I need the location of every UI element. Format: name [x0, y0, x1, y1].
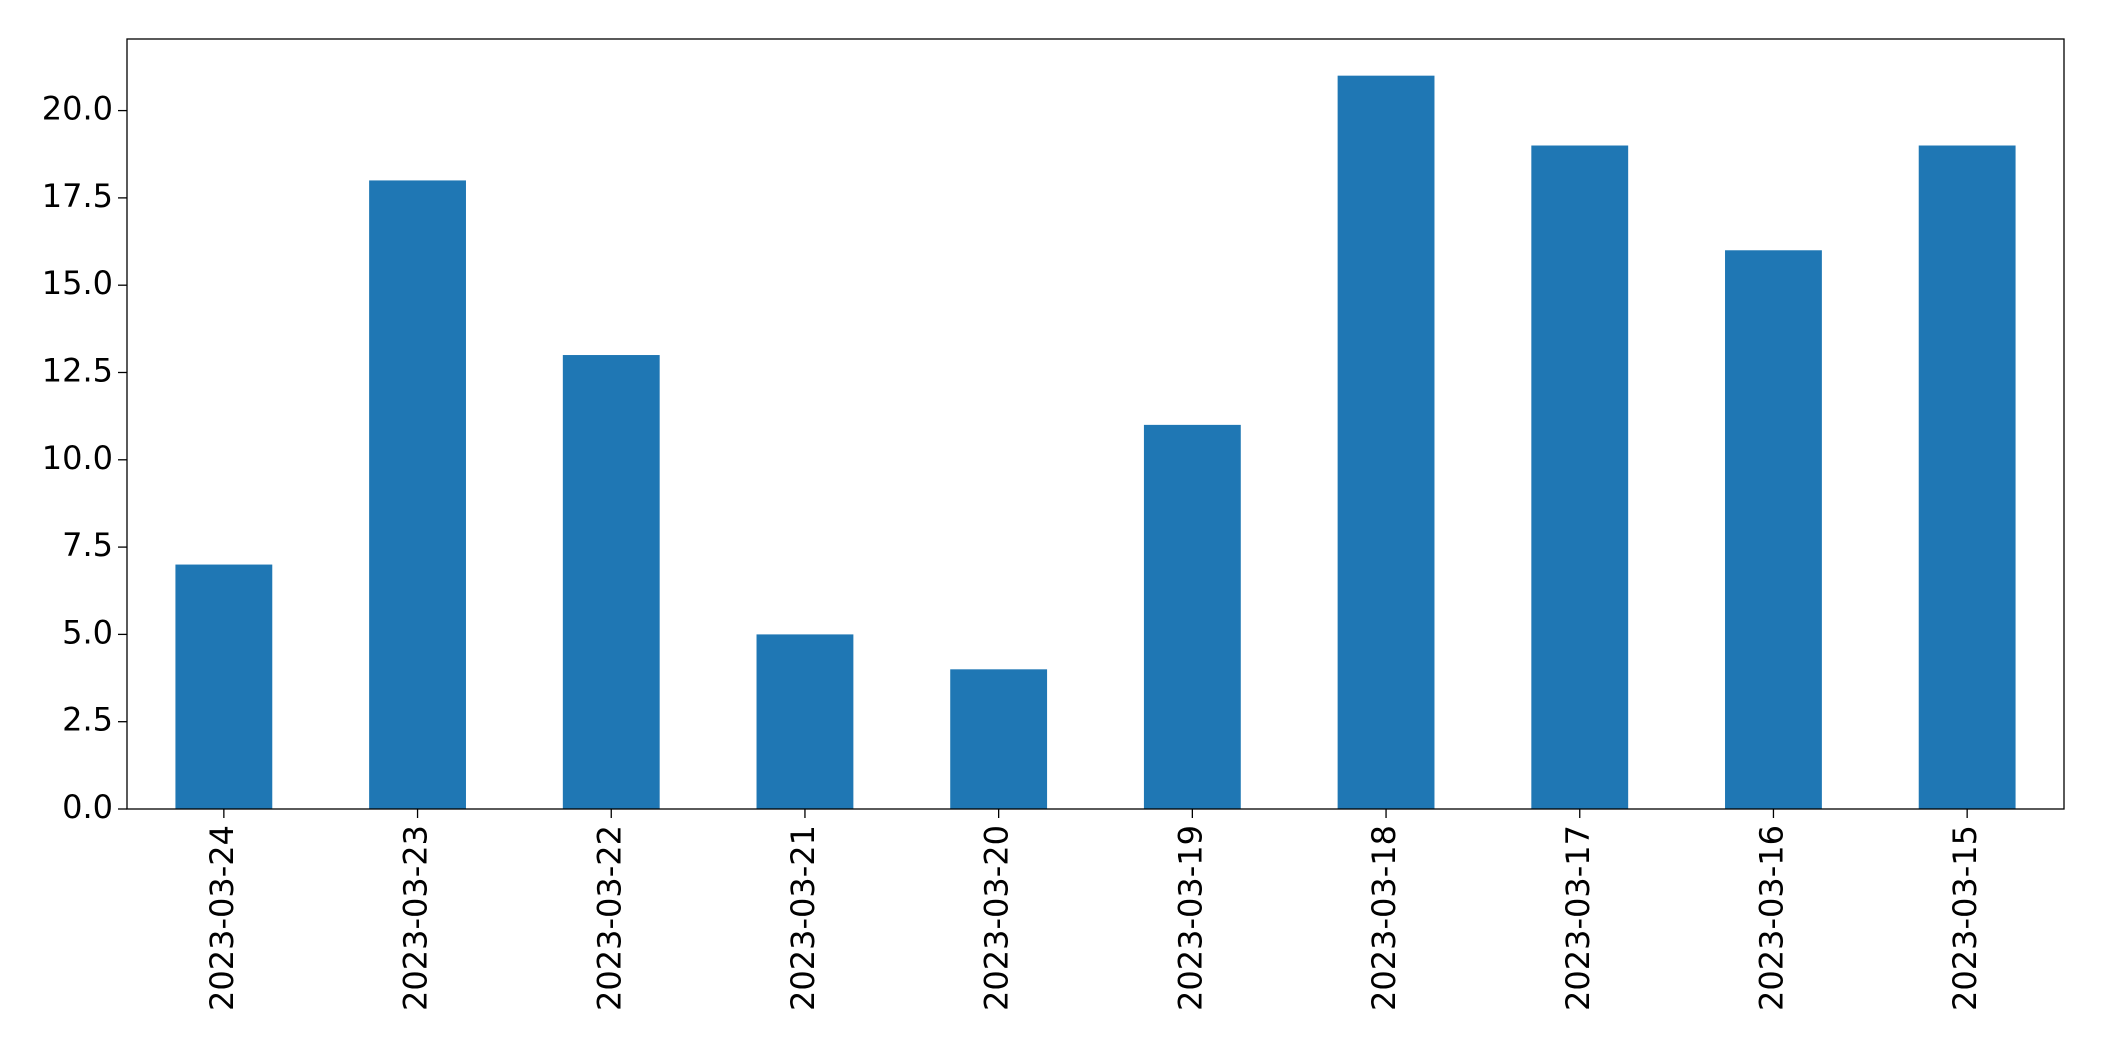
plot-frame: [126, 38, 2065, 810]
x-tick-label: 2023-03-17: [1559, 825, 1597, 1011]
y-tick-label: 7.5: [62, 526, 113, 564]
bar: [1337, 75, 1435, 809]
bar: [756, 634, 854, 809]
bar: [1918, 145, 2016, 809]
bar: [175, 564, 273, 809]
x-tick-label: 2023-03-22: [590, 825, 628, 1011]
y-tick-label: 17.5: [42, 177, 113, 215]
bar: [1143, 424, 1241, 809]
x-tick-label: 2023-03-21: [784, 825, 822, 1011]
x-tick-label: 2023-03-15: [1946, 825, 1984, 1011]
bar: [1531, 145, 1629, 809]
y-tick-label: 0.0: [62, 788, 113, 826]
x-tick-label: 2023-03-23: [397, 825, 435, 1011]
bar: [369, 180, 466, 809]
y-tick-label: 12.5: [42, 351, 113, 389]
x-tick-label: 2023-03-16: [1752, 825, 1790, 1011]
x-tick-label: 2023-03-18: [1365, 825, 1403, 1011]
y-tick-label: 20.0: [42, 90, 113, 128]
y-tick-label: 15.0: [42, 264, 113, 302]
bar: [950, 669, 1048, 809]
x-tick-label: 2023-03-20: [978, 825, 1016, 1011]
y-tick-label: 2.5: [62, 701, 113, 739]
y-tick-label: 5.0: [62, 613, 113, 651]
x-tick-label: 2023-03-19: [1171, 825, 1209, 1011]
y-tick-label: 10.0: [42, 439, 113, 477]
x-tick-label: 2023-03-24: [203, 825, 241, 1011]
bar: [562, 355, 660, 809]
bar: [1725, 250, 1822, 809]
